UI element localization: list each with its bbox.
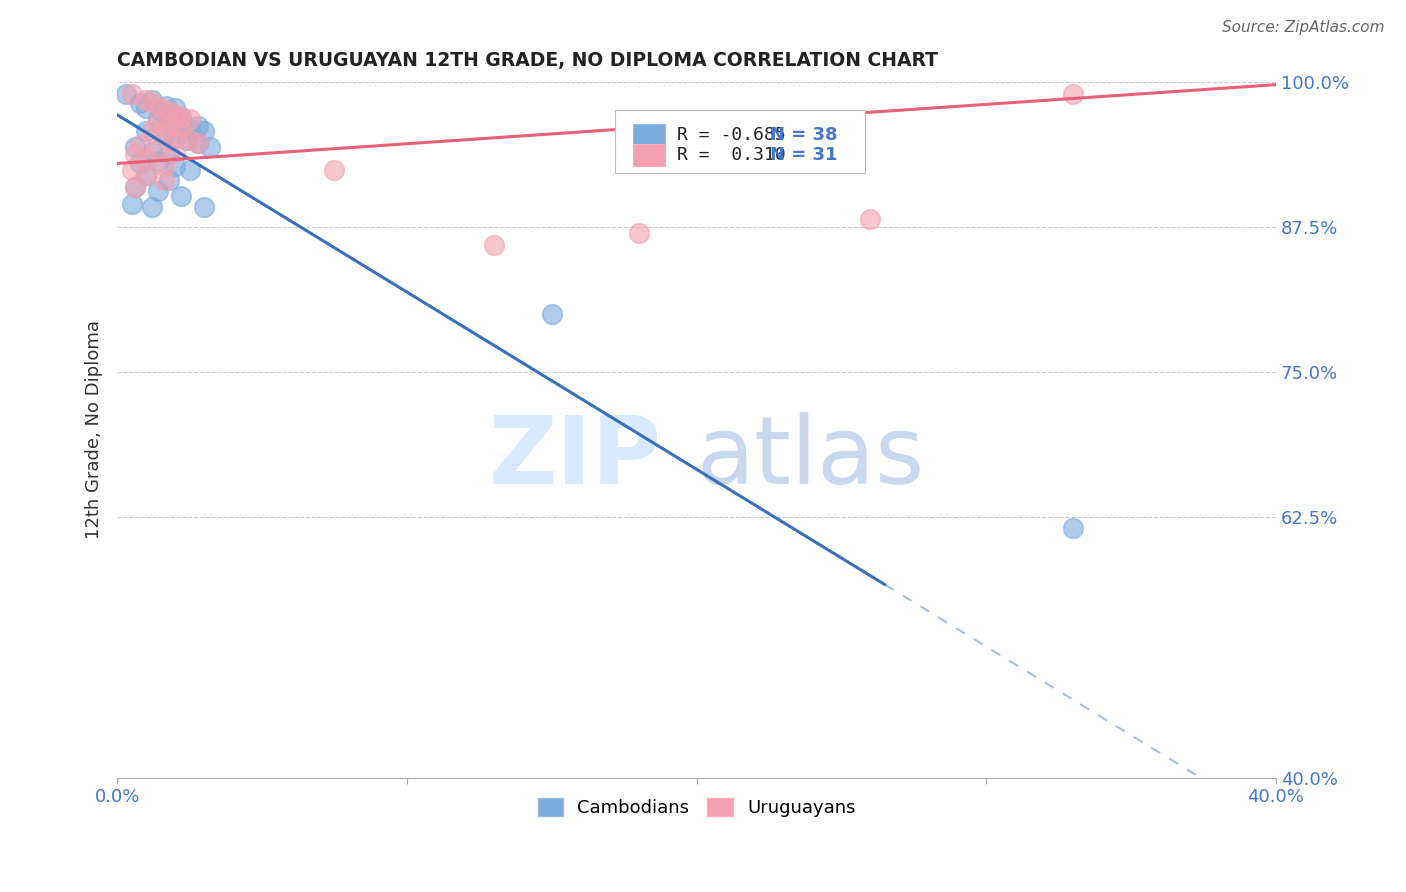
Point: [198, 140, 221, 154]
Text: ZIP: ZIP: [489, 412, 662, 504]
Point: [187, 120, 209, 134]
Point: [193, 124, 215, 138]
Point: [146, 114, 169, 128]
Text: N = 31: N = 31: [769, 146, 837, 164]
Point: [176, 133, 198, 147]
Point: [124, 140, 146, 154]
Point: [141, 124, 163, 138]
Point: [157, 104, 180, 119]
Point: [179, 133, 201, 147]
Y-axis label: 12th Grade, No Diploma: 12th Grade, No Diploma: [86, 320, 103, 540]
Point: [157, 120, 180, 134]
Point: [152, 172, 174, 186]
Point: [115, 87, 138, 101]
Point: [129, 96, 152, 111]
Point: [165, 145, 187, 159]
Point: [135, 168, 157, 182]
Point: [165, 131, 187, 145]
Text: N = 38: N = 38: [769, 126, 837, 144]
Point: [129, 137, 152, 152]
Point: [121, 197, 143, 211]
Point: [157, 172, 180, 186]
Point: [1062, 87, 1084, 101]
Point: [179, 163, 201, 178]
Point: [540, 307, 562, 321]
Point: [152, 128, 174, 143]
Point: [323, 163, 346, 178]
Point: [149, 101, 172, 115]
Point: [121, 87, 143, 101]
Point: [193, 201, 215, 215]
Point: [135, 168, 157, 182]
Point: [179, 121, 201, 136]
Point: [157, 108, 180, 122]
Point: [157, 147, 180, 161]
Point: [157, 117, 180, 131]
Text: Source: ZipAtlas.com: Source: ZipAtlas.com: [1222, 20, 1385, 35]
Point: [170, 110, 193, 124]
Point: [124, 147, 146, 161]
Point: [135, 124, 157, 138]
Point: [141, 145, 163, 159]
Point: [124, 179, 146, 194]
Point: [141, 201, 163, 215]
Point: [170, 121, 193, 136]
Point: [627, 226, 650, 240]
Point: [152, 126, 174, 140]
Text: CAMBODIAN VS URUGUAYAN 12TH GRADE, NO DIPLOMA CORRELATION CHART: CAMBODIAN VS URUGUAYAN 12TH GRADE, NO DI…: [117, 51, 938, 70]
Point: [141, 96, 163, 111]
Point: [129, 156, 152, 170]
Point: [149, 104, 172, 119]
Legend: Cambodians, Uruguayans: Cambodians, Uruguayans: [530, 790, 863, 824]
Point: [146, 154, 169, 169]
Point: [152, 159, 174, 173]
FancyBboxPatch shape: [616, 110, 865, 173]
Point: [121, 163, 143, 178]
Point: [1062, 521, 1084, 535]
Point: [165, 101, 187, 115]
Point: [146, 112, 169, 127]
Point: [482, 237, 505, 252]
Point: [165, 159, 187, 173]
Point: [135, 152, 157, 166]
Point: [141, 93, 163, 107]
Point: [170, 110, 193, 124]
Point: [135, 93, 157, 107]
Point: [179, 112, 201, 127]
Point: [170, 114, 193, 128]
FancyBboxPatch shape: [633, 145, 665, 167]
Point: [146, 143, 169, 157]
Point: [187, 136, 209, 150]
Text: R =  0.310: R = 0.310: [676, 146, 786, 164]
Point: [187, 136, 209, 150]
Text: atlas: atlas: [696, 412, 925, 504]
Point: [170, 189, 193, 203]
FancyBboxPatch shape: [633, 124, 665, 146]
Point: [124, 179, 146, 194]
Text: R = -0.685: R = -0.685: [676, 126, 786, 144]
Point: [135, 101, 157, 115]
Point: [859, 212, 882, 227]
Point: [165, 131, 187, 145]
Point: [155, 98, 177, 112]
Point: [165, 108, 187, 122]
Point: [146, 184, 169, 198]
